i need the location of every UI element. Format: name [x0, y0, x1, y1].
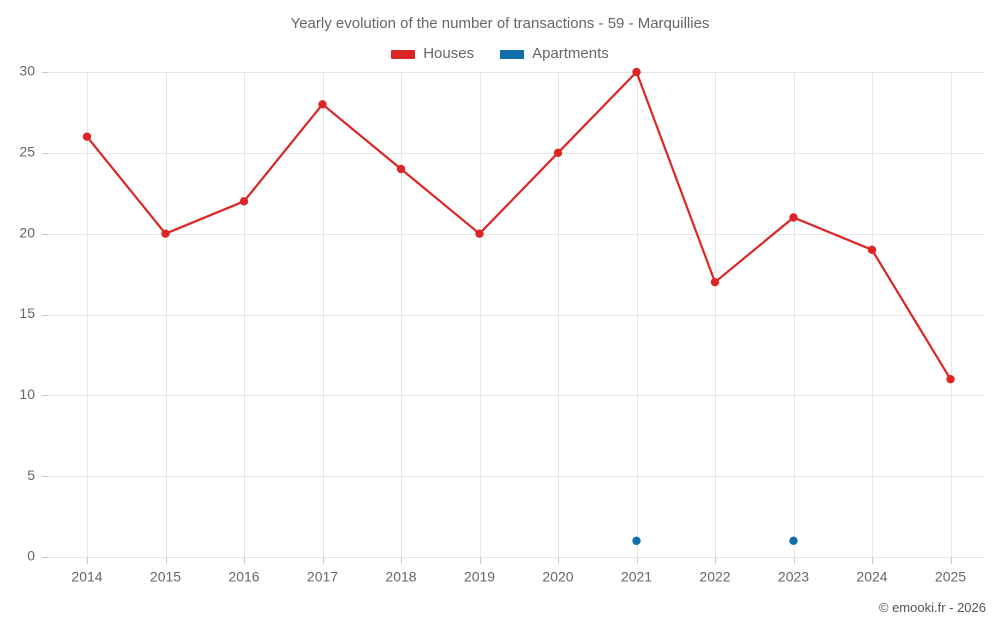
x-axis-tick-label: 2025 — [935, 568, 966, 584]
x-axis-tick-label: 2022 — [699, 568, 730, 584]
series-line-houses — [85, 70, 952, 381]
x-axis-tick-label: 2014 — [71, 568, 102, 584]
legend-swatch-houses — [391, 49, 416, 59]
legend-swatch-apartments — [500, 49, 525, 59]
x-axis-tick-label: 2021 — [621, 568, 652, 584]
x-axis-tick-label: 2020 — [542, 568, 573, 584]
data-point-houses[interactable] — [318, 100, 327, 109]
legend-item-apartments[interactable]: Apartments — [500, 45, 609, 63]
grid-vertical — [87, 72, 952, 557]
data-point-houses[interactable] — [239, 197, 249, 206]
data-point-houses[interactable] — [475, 229, 484, 238]
x-axis-tick-label: 2018 — [385, 568, 416, 584]
x-axis-tick-label: 2019 — [464, 568, 495, 584]
y-axis-tick-label: 10 — [19, 386, 35, 402]
series-lines — [85, 70, 952, 381]
y-axis-tick-label: 25 — [19, 144, 35, 160]
legend-label-houses: Houses — [423, 45, 475, 62]
copyright-credit: © emooki.fr - 2026 — [878, 600, 986, 615]
data-point-houses[interactable] — [946, 374, 955, 384]
chart-legend: Houses Apartments — [0, 42, 1000, 66]
y-axis-labels: 0 5 10 15 20 25 30 — [19, 63, 35, 564]
axis-ticks — [42, 72, 952, 564]
x-axis-tick-label: 2023 — [778, 568, 809, 584]
x-axis-tick-label: 2016 — [228, 568, 259, 584]
data-point-houses[interactable] — [867, 245, 877, 255]
x-axis-tick-label: 2015 — [150, 568, 181, 584]
y-axis-tick-label: 20 — [19, 224, 35, 240]
data-point-houses[interactable] — [789, 213, 798, 222]
data-point-houses[interactable] — [82, 132, 92, 141]
data-point-houses[interactable] — [161, 229, 170, 238]
data-point-apartments[interactable] — [789, 536, 798, 546]
x-axis-tick-label: 2024 — [856, 568, 887, 584]
grid-horizontal — [48, 72, 985, 558]
y-axis-tick-label: 30 — [19, 63, 35, 79]
y-axis-tick-label: 15 — [19, 305, 35, 321]
data-point-houses[interactable] — [553, 148, 563, 158]
legend-label-apartments: Apartments — [532, 45, 609, 62]
x-axis-tick-label: 2017 — [307, 568, 338, 584]
y-axis-tick-label: 0 — [27, 548, 35, 564]
data-point-houses[interactable] — [396, 164, 406, 174]
y-axis-tick-label: 5 — [27, 467, 35, 483]
x-axis-labels: 2014 2015 2016 2017 2018 2019 2020 2021 2022 2023… — [71, 568, 966, 584]
data-point-houses[interactable] — [710, 277, 720, 287]
series-markers — [82, 67, 955, 546]
data-point-apartments[interactable] — [632, 536, 641, 546]
legend-item-houses[interactable]: Houses — [391, 45, 474, 63]
chart-title: Yearly evolution of the number of transa… — [290, 15, 710, 32]
data-point-houses[interactable] — [632, 67, 641, 77]
